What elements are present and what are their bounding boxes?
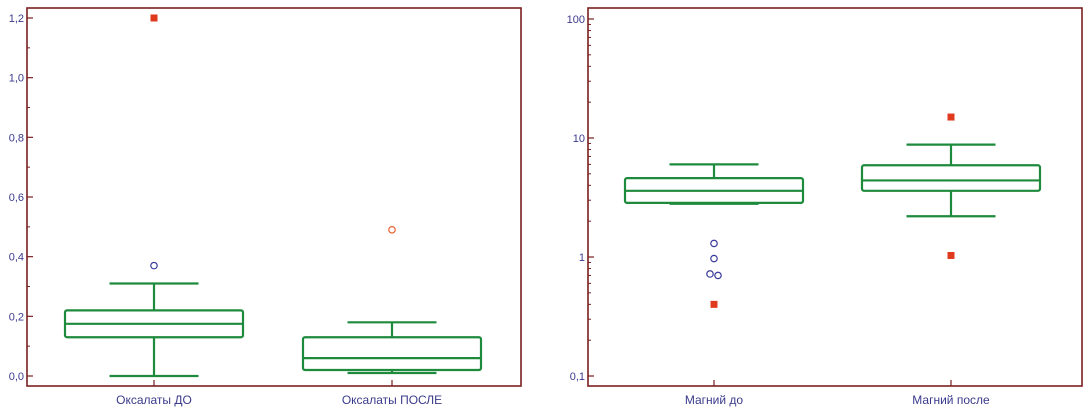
y-tick-label: 0,1 [570, 371, 585, 383]
far-outlier-point [150, 14, 158, 22]
y-tick-label: 100 [567, 14, 585, 26]
outlier-point [710, 254, 718, 263]
category-label: Оксалаты ДО [116, 393, 192, 407]
plot-frame [26, 7, 522, 387]
y-tick-label: 0,4 [9, 252, 24, 264]
y-tick-label: 0,8 [9, 132, 24, 144]
outlier-point [710, 239, 718, 248]
y-tick-label: 0,2 [9, 311, 24, 323]
category-label: Магний до [685, 393, 744, 407]
far-outlier-point [947, 251, 955, 259]
y-tick-label: 1,2 [9, 13, 24, 25]
outlier-point [706, 270, 714, 278]
y-tick-label: 1,0 [9, 73, 24, 85]
box-iqr [860, 164, 1042, 192]
magnesium-panel: 0,1 1 10 100 Магний до Магний после [567, 7, 1083, 407]
outlier-point [388, 226, 396, 234]
far-outlier-point [710, 300, 718, 308]
category-label: Магний после [912, 393, 990, 407]
y-tick-label: 10 [573, 133, 585, 145]
y-tick-label: 0,6 [9, 192, 24, 204]
y-tick-label: 1 [579, 252, 585, 264]
category-label: Оксалаты ПОСЛЕ [342, 393, 442, 407]
box-iqr [301, 336, 483, 372]
outlier-point [714, 271, 722, 280]
y-tick-label: 0,0 [9, 371, 24, 383]
plot-frame [587, 7, 1083, 387]
outlier-point [150, 261, 158, 270]
far-outlier-point [947, 113, 955, 121]
oxalates-panel: 0,0 0,2 0,4 0,6 0,8 1,0 1,2 Оксалаты ДО Оксалаты… [9, 7, 522, 407]
